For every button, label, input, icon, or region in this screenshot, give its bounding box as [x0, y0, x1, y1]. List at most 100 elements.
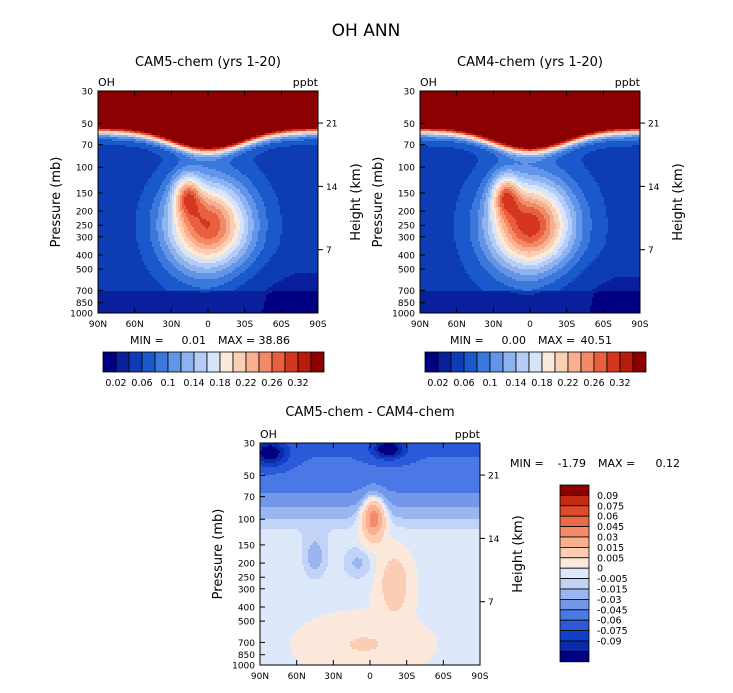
field-cell [420, 131, 439, 134]
field-cell [420, 203, 457, 206]
field-cell [498, 151, 505, 154]
field-cell [98, 275, 153, 278]
field-cell [590, 237, 607, 240]
field-cell [576, 219, 583, 222]
field-cell [606, 133, 615, 136]
field-cell [604, 245, 640, 248]
field-cell [476, 165, 495, 168]
field-cell [382, 519, 387, 522]
field-cell [370, 595, 385, 598]
field-cell [580, 245, 589, 248]
field-cell [418, 583, 480, 586]
field-cell [498, 269, 511, 272]
field-cell [498, 145, 501, 148]
field-cell [232, 271, 245, 274]
field-cell [420, 211, 455, 214]
colorbar-label: 0 [597, 564, 603, 575]
field-cell [172, 275, 189, 278]
field-cell [98, 255, 143, 258]
field-cell [186, 151, 191, 154]
field-cell [250, 255, 259, 258]
field-cell [252, 251, 261, 254]
field-cell [328, 535, 359, 538]
field-cell [322, 557, 329, 560]
field-cell [364, 545, 407, 548]
field-cell [470, 237, 479, 240]
field-cell [182, 207, 187, 210]
field-cell [248, 245, 257, 248]
field-cell [220, 221, 227, 224]
field-cell [492, 241, 497, 244]
field-cell [472, 171, 489, 174]
field-cell [470, 275, 493, 278]
field-cell [580, 205, 589, 208]
field-cell [496, 147, 501, 150]
field-cell [152, 203, 161, 206]
field-cell [384, 509, 387, 512]
colorbar-box [559, 619, 590, 632]
field-cell [388, 507, 480, 510]
y-tick-label: 30 [404, 88, 416, 98]
field-cell [254, 157, 318, 160]
field-cell [262, 449, 279, 452]
field-cell [172, 175, 179, 178]
field-cell [486, 139, 489, 142]
field-cell [470, 239, 479, 242]
field-cell [606, 141, 640, 144]
field-cell [174, 203, 177, 206]
field-cell [576, 217, 583, 220]
field-cell [230, 225, 237, 228]
field-cell [276, 147, 318, 150]
field-cell [344, 569, 371, 572]
field-cell [396, 539, 480, 542]
field-cell [232, 145, 235, 148]
field-cell [360, 541, 371, 544]
colorbar-box [541, 351, 556, 373]
field-cell [420, 187, 463, 190]
field-cell [484, 203, 489, 206]
field-cell [288, 459, 309, 462]
field-cell [262, 267, 318, 270]
field-cell [136, 235, 151, 238]
field-cell [168, 191, 173, 194]
field-cell [266, 137, 271, 140]
field-cell [242, 201, 249, 204]
field-cell [378, 519, 383, 522]
y-tick-label: 1000 [392, 310, 415, 320]
field-cell [162, 195, 169, 198]
field-cell [172, 205, 175, 208]
field-cell [478, 237, 485, 240]
field-cell [368, 507, 379, 510]
field-cell [156, 219, 163, 222]
field-cell [504, 207, 519, 210]
field-cell [546, 223, 551, 226]
field-cell [182, 233, 187, 236]
field-cell [168, 173, 175, 176]
field-cell [276, 461, 287, 464]
field-cell [282, 447, 291, 450]
field-cell [198, 209, 209, 212]
field-cell [522, 185, 539, 188]
field-cell [234, 289, 267, 292]
field-cell [584, 165, 640, 168]
field-cell [544, 233, 551, 236]
field-cell [370, 523, 379, 526]
field-cell [484, 139, 487, 142]
field-cell [230, 233, 235, 236]
field-cell [598, 291, 640, 294]
field-cell [478, 187, 485, 190]
field-cell [244, 261, 255, 264]
field-cell [188, 211, 199, 214]
field-cell [200, 287, 211, 290]
field-cell [420, 273, 469, 276]
field-cell [142, 193, 157, 196]
field-cell [370, 565, 377, 568]
field-cell [260, 611, 337, 614]
field-cell [256, 187, 273, 190]
colorbar-label: 0.02 [427, 378, 448, 389]
field-cell [482, 137, 485, 140]
field-cell [504, 221, 509, 224]
field-cell [592, 223, 609, 226]
field-cell [592, 225, 609, 228]
field-cell [354, 521, 359, 524]
